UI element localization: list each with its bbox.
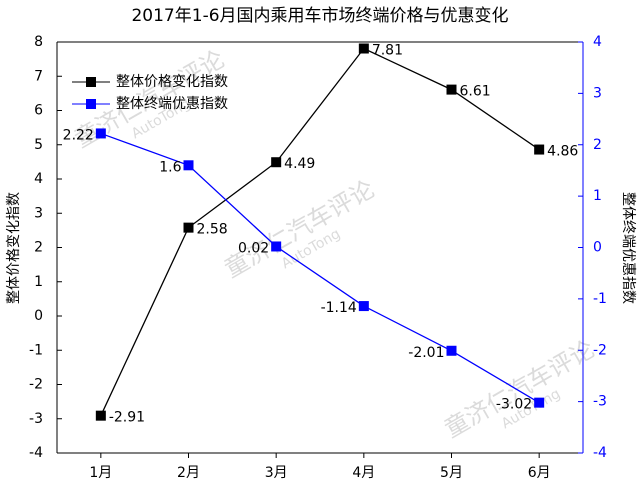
marker [446, 345, 457, 356]
data-label: -1.14 [321, 300, 357, 316]
marker [358, 301, 369, 312]
data-label: 2.58 [197, 222, 228, 238]
marker [95, 410, 106, 421]
data-label: 1.6 [159, 159, 181, 175]
legend-label: 整体价格变化指数 [116, 74, 228, 90]
marker [271, 241, 282, 252]
y-tick-label: 8 [34, 34, 43, 50]
y-tick-label: -3 [29, 411, 43, 427]
watermark: 童济仁汽车评论 [440, 335, 599, 443]
y-tick-label: 6 [34, 103, 43, 119]
y2-tick-label: 4 [593, 34, 602, 50]
y-tick-label: 7 [34, 68, 43, 84]
marker [183, 160, 194, 171]
y2-axis-title: 整体终端优惠指数 [620, 192, 636, 304]
y-tick-label: 4 [34, 171, 43, 187]
y-tick-label: -2 [29, 377, 43, 393]
y-tick-label: 0 [34, 308, 43, 324]
y-tick-label: 3 [34, 205, 43, 221]
x-tick-label: 1月 [89, 465, 112, 481]
chart-title: 2017年1-6月国内乘用车市场终端价格与优惠变化 [131, 6, 508, 26]
marker [95, 128, 106, 139]
data-label: 0.02 [238, 240, 269, 256]
data-label: 2.22 [63, 127, 94, 143]
series-line [100, 132, 540, 404]
x-tick-label: 4月 [352, 465, 375, 481]
y2-tick-label: -3 [593, 394, 607, 410]
x-tick-label: 5月 [440, 465, 463, 481]
marker [446, 84, 457, 95]
marker [358, 43, 369, 54]
data-label: 7.81 [372, 43, 403, 59]
y2-tick-label: -1 [593, 291, 607, 307]
marker [534, 397, 545, 408]
data-label: 4.86 [547, 144, 578, 160]
data-label: -2.91 [109, 410, 145, 426]
y2-tick-label: 0 [593, 240, 602, 256]
y-tick-label: 2 [34, 240, 43, 256]
watermark: 童济仁汽车评论 [220, 175, 379, 283]
y2-tick-label: -2 [593, 342, 607, 358]
legend-marker [86, 77, 96, 87]
data-label: -3.02 [496, 397, 532, 413]
x-tick-label: 2月 [177, 465, 200, 481]
x-tick-label: 6月 [528, 465, 551, 481]
y-axis-title: 整体价格变化指数 [6, 192, 22, 304]
y-tick-label: -1 [29, 342, 43, 358]
legend-label: 整体终端优惠指数 [116, 96, 228, 112]
y2-tick-label: 3 [593, 85, 602, 101]
y2-tick-label: -4 [593, 445, 607, 461]
x-tick-label: 3月 [265, 465, 288, 481]
y2-tick-label: 1 [593, 188, 602, 204]
data-label: -2.01 [408, 345, 444, 361]
series-line [100, 47, 540, 416]
y-tick-label: 1 [34, 274, 43, 290]
y2-tick-label: 2 [593, 137, 602, 153]
y-tick-label: 5 [34, 137, 43, 153]
marker [183, 222, 194, 233]
marker [534, 144, 545, 155]
data-label: 4.49 [284, 156, 315, 172]
y-tick-label: -4 [29, 445, 43, 461]
data-label: 6.61 [460, 84, 491, 100]
marker [271, 157, 282, 168]
legend-marker [86, 99, 96, 109]
